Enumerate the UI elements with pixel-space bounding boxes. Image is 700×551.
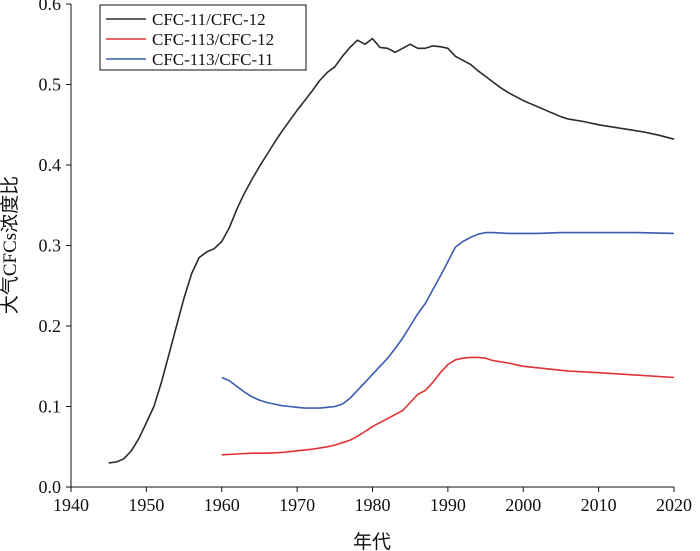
- legend-label-1: CFC-11/CFC-12: [152, 10, 266, 29]
- y-tick-label: 0.2: [39, 316, 62, 336]
- y-tick-label: 0.3: [39, 236, 62, 256]
- legend: CFC-11/CFC-12CFC-113/CFC-12CFC-113/CFC-1…: [99, 4, 307, 71]
- x-tick-label: 1990: [430, 495, 466, 515]
- y-tick-label: 0.4: [39, 155, 62, 175]
- series-layer: [108, 37, 675, 464]
- y-axis-title: 大气CFCs浓度比: [0, 176, 21, 314]
- x-tick-label: 1940: [53, 495, 89, 515]
- ticks-layer: 1940 1950 1960 1970 1980 1990 2000 2010 2020 0.0 0…: [39, 0, 693, 515]
- x-axis-title: 年代: [353, 531, 391, 551]
- x-tick-label: 1960: [204, 495, 240, 515]
- series-line-3: [221, 231, 675, 409]
- series-line-1: [108, 37, 675, 464]
- axes-layer: [70, 4, 674, 488]
- series-line-2: [221, 356, 675, 456]
- y-tick-label: 0.6: [39, 0, 62, 14]
- y-tick-label: 0.1: [39, 397, 62, 417]
- legend-label-3: CFC-113/CFC-11: [152, 50, 274, 69]
- x-tick-label: 1950: [128, 495, 164, 515]
- x-tick-label: 2020: [656, 495, 692, 515]
- x-tick-label: 2010: [581, 495, 617, 515]
- x-tick-label: 1970: [279, 495, 315, 515]
- x-tick-label: 1980: [355, 495, 391, 515]
- legend-label-2: CFC-113/CFC-12: [152, 30, 274, 49]
- x-tick-label: 2000: [505, 495, 541, 515]
- y-tick-label: 0.0: [39, 477, 62, 497]
- y-tick-label: 0.5: [39, 75, 62, 95]
